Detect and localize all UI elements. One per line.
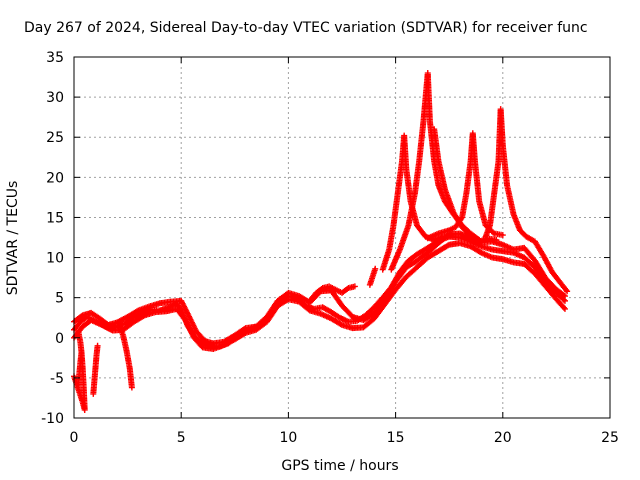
data-point (448, 232, 455, 239)
series-main-trace-b (71, 230, 568, 347)
y-tick-label: -5 (50, 371, 64, 387)
data-point (564, 288, 571, 295)
data-point (561, 305, 568, 312)
series-main-trace-c (71, 240, 568, 353)
x-tick-label: 20 (494, 430, 512, 446)
x-tick-label: 15 (387, 430, 405, 446)
x-tick-label: 10 (279, 430, 297, 446)
data-point (128, 384, 135, 391)
data-point (560, 292, 567, 299)
y-tick-label: 10 (46, 251, 64, 267)
y-tick-label: 25 (46, 130, 64, 146)
y-tick-label: 5 (55, 291, 64, 307)
y-tick-label: 35 (46, 50, 64, 66)
series-spike-20 (482, 106, 571, 295)
data-point (499, 232, 506, 239)
data-point (351, 283, 358, 290)
series-spike-18b (424, 130, 506, 242)
tick-marks (73, 56, 611, 419)
x-tick-label: 0 (70, 430, 79, 446)
series-bump-12 (306, 283, 358, 304)
x-tick-labels: 0 5 10 15 20 25 (70, 430, 619, 446)
series-bump-14 (366, 265, 379, 288)
y-tick-label: -10 (41, 411, 64, 427)
data-marks (71, 70, 571, 413)
y-tick-label: 15 (46, 210, 64, 226)
x-axis-label: GPS time / hours (281, 458, 398, 474)
y-tick-label: 30 (46, 90, 64, 106)
series-dip-1 (90, 342, 101, 397)
chart-title: Day 267 of 2024, Sidereal Day-to-day VTE… (24, 20, 588, 36)
x-tick-label: 5 (177, 430, 186, 446)
plot-area (73, 56, 611, 419)
y-tick-label: 20 (46, 170, 64, 186)
data-point (561, 293, 568, 300)
y-tick-label: 0 (55, 331, 64, 347)
y-tick-labels: -10 -5 0 5 10 15 20 25 30 35 (41, 50, 64, 427)
y-axis-label: SDTVAR / TECUs (5, 181, 21, 296)
data-point (372, 265, 379, 272)
data-point (75, 328, 82, 335)
data-point (78, 349, 85, 356)
x-tick-label: 25 (601, 430, 619, 446)
data-point (94, 342, 101, 349)
data-point (493, 236, 500, 243)
series-dip-3 (75, 349, 85, 389)
series-dip-2 (116, 320, 135, 391)
data-point (560, 304, 567, 311)
